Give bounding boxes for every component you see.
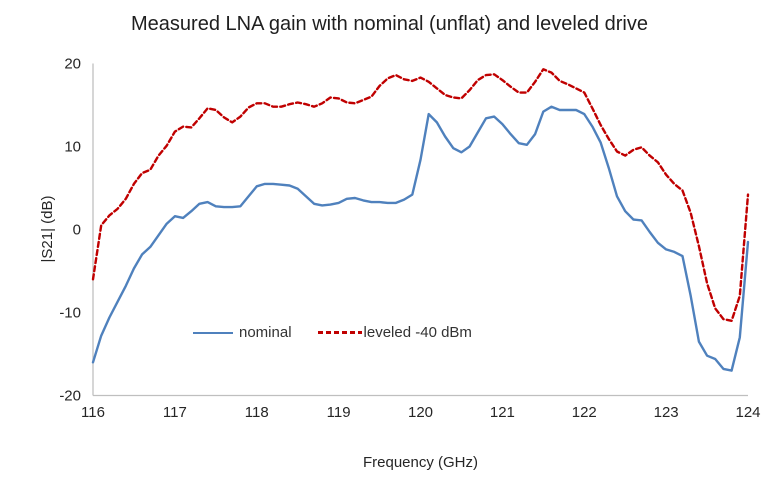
leveled-line-swatch: [317, 331, 362, 334]
x-tick-label: 120: [407, 403, 434, 421]
y-tick-label: 10: [64, 138, 81, 155]
nominal-line-swatch: [193, 331, 233, 334]
y-tick-label: 20: [64, 55, 81, 72]
legend-item-leveled: leveled -40 dBm: [317, 324, 472, 341]
series-line-nominal: [91, 105, 750, 372]
y-tick-label: -20: [59, 387, 81, 404]
x-tick-label: 124: [735, 403, 761, 421]
x-tick-label: 122: [571, 403, 597, 421]
x-tick-label: 121: [489, 403, 515, 421]
y-tick-label: 0: [72, 221, 81, 238]
y-axis-title: |S21| (dB): [39, 195, 56, 263]
legend-item-nominal: nominal: [193, 324, 292, 341]
x-tick-label: 116: [81, 403, 105, 421]
y-tick-label: -10: [59, 304, 81, 321]
legend-label-leveled: leveled -40 dBm: [363, 324, 472, 341]
x-tick-label: 123: [653, 403, 679, 421]
legend-label-nominal: nominal: [239, 324, 292, 341]
chart-legend: nominal leveled -40 dBm: [193, 324, 472, 341]
x-tick-label: 118: [244, 403, 269, 421]
series-line-leveled-40-dBm: [91, 68, 750, 322]
x-tick-label: 119: [326, 403, 351, 421]
chart-title: Measured LNA gain with nominal (unflat) …: [131, 13, 648, 35]
x-axis-title: Frequency (GHz): [362, 454, 479, 471]
x-tick-label: 117: [162, 403, 187, 421]
